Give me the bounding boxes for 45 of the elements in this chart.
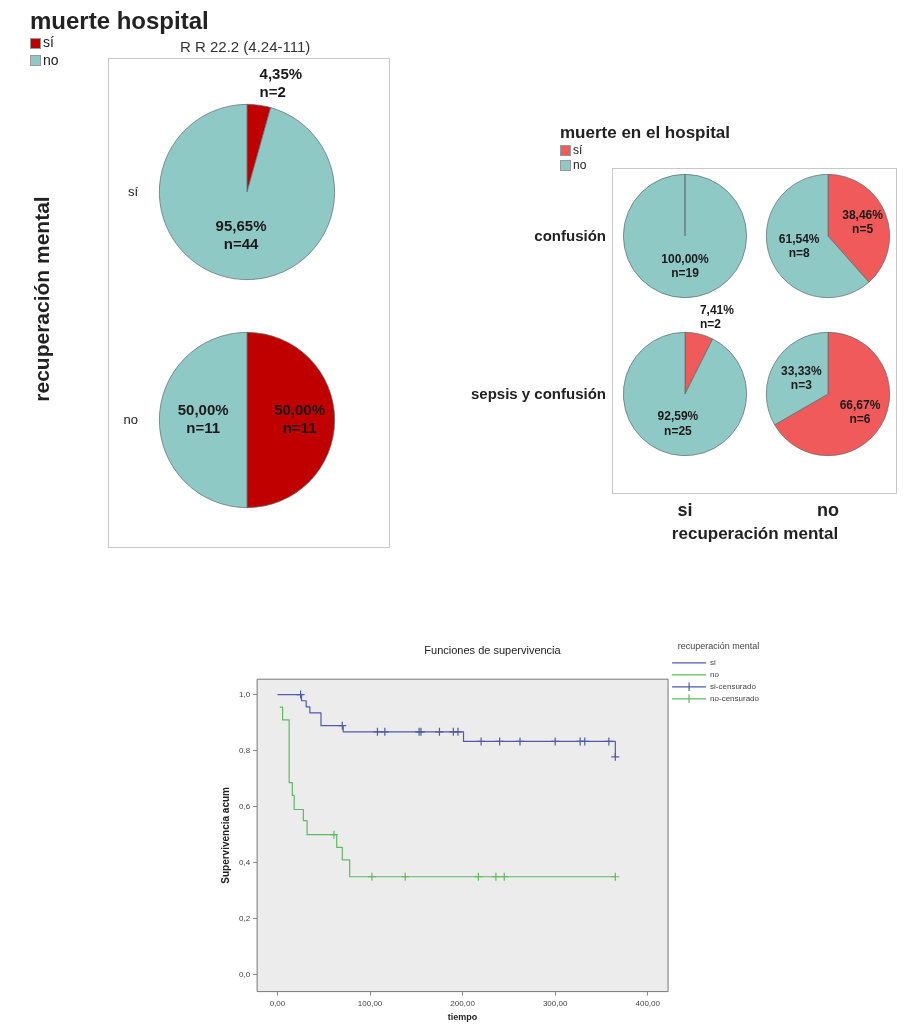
- text: recuperación mental: [670, 524, 840, 544]
- legend-label: si-censurado: [710, 682, 757, 691]
- data-label: 61,54% n=8: [778, 232, 820, 261]
- x-axis-title: tiempo: [447, 1012, 478, 1023]
- legend-title: recuperación mental: [677, 640, 760, 651]
- legend-label: no: [710, 670, 720, 679]
- y-tick-label: 1,0: [239, 689, 251, 699]
- legend-label: no-censurado: [710, 694, 760, 703]
- text: recuperación mental: [30, 195, 54, 405]
- data-label: 38,46% n=5: [842, 207, 884, 237]
- x-tick-label: 300,00: [542, 998, 568, 1008]
- y-tick-label: 0,2: [239, 913, 251, 923]
- x-tick-label: 400,00: [635, 998, 661, 1008]
- y-tick-label: 0,6: [239, 801, 251, 811]
- legend-label: sí: [43, 34, 54, 52]
- legend-title: muerte en el hospital: [560, 123, 731, 143]
- legend-label: no: [43, 51, 59, 70]
- y-tick-label: 0,8: [239, 745, 251, 755]
- legend-title: muerte hospital: [30, 7, 209, 35]
- data-label: 50,00% n=11: [274, 401, 326, 437]
- legend-label: si: [710, 658, 717, 667]
- data-label: 33,33% n=3: [780, 363, 822, 393]
- text: sepsis y confusión: [470, 385, 606, 402]
- text: si: [676, 500, 694, 521]
- text: no: [123, 412, 138, 428]
- y-tick-label: 0,0: [239, 969, 251, 979]
- data-label: 50,00% n=11: [177, 401, 229, 437]
- x-tick-label: 200,00: [450, 998, 476, 1008]
- data-label: 100,00% n=19: [661, 251, 710, 281]
- chart-title: Funciones de supervivencia: [424, 643, 562, 656]
- y-axis-title: Supervivencia acum: [219, 786, 231, 884]
- data-label: 92,59% n=25: [657, 409, 699, 438]
- text: sí: [127, 184, 138, 200]
- legend-label: no: [573, 157, 587, 173]
- data-label: 4,35% n=2: [259, 65, 303, 101]
- text: confusión: [534, 227, 606, 244]
- text: R R 22.2 (4.24-111): [180, 38, 311, 55]
- x-tick-label: 100,00: [357, 998, 383, 1008]
- text: no: [816, 500, 840, 521]
- y-tick-label: 0,4: [239, 857, 251, 867]
- data-label: 95,65% n=44: [215, 216, 267, 252]
- legend-label: sí: [573, 142, 583, 158]
- x-tick-label: 0,00: [269, 998, 286, 1008]
- data-label: 7,41% n=2: [699, 302, 735, 332]
- data-label: 66,67% n=6: [839, 397, 881, 427]
